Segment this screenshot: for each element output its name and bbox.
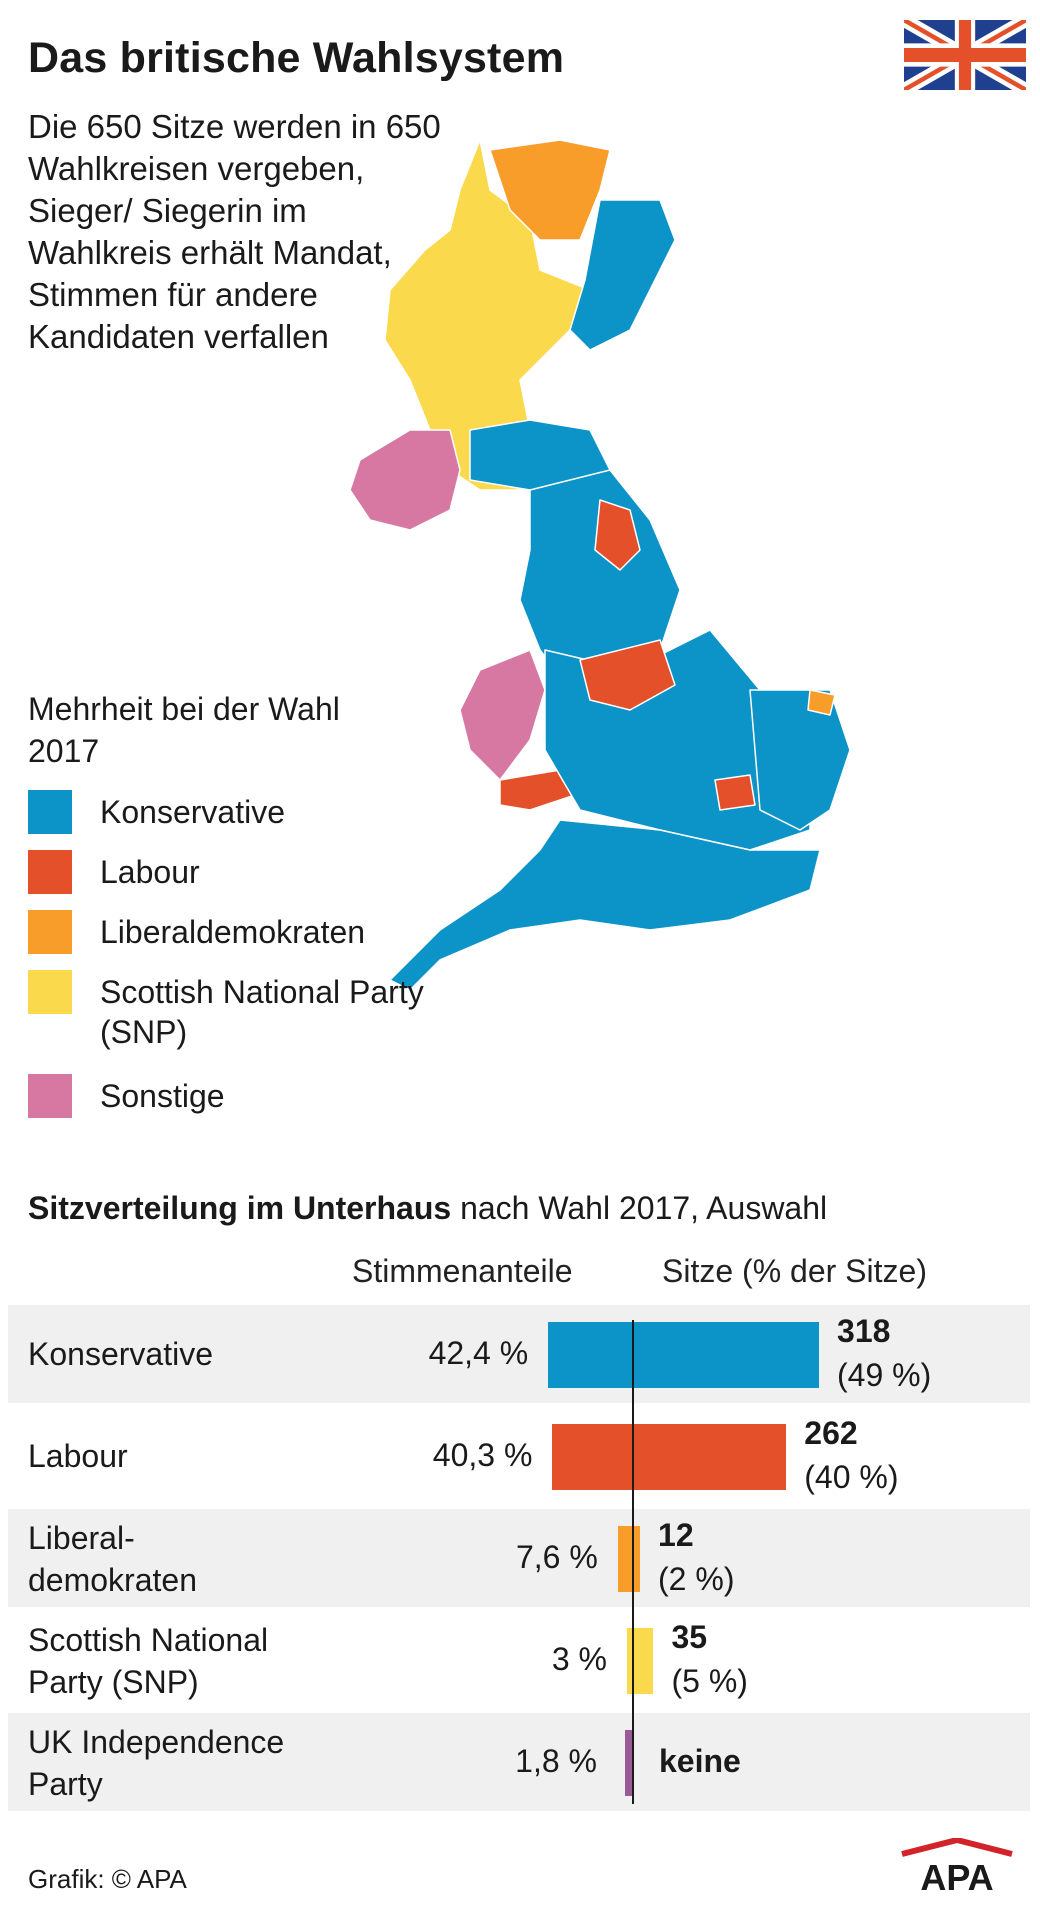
vote-share-label: 1,8 %	[515, 1743, 597, 1779]
seat-bar	[627, 1628, 654, 1694]
legend-item-snp: Scottish National Party (SNP)	[28, 970, 498, 1058]
seat-bar	[548, 1322, 820, 1388]
party-name: UK Independence Party	[28, 1724, 285, 1802]
chart-row: Konservative 42,4 % 318 (49 %)	[8, 1305, 1030, 1403]
map-region-scotland-ne	[569, 199, 676, 351]
seat-bar	[552, 1424, 787, 1490]
seat-count-label: 318 (49 %)	[837, 1309, 931, 1397]
credit: Grafik: © APA	[28, 1864, 187, 1894]
seat-bar	[625, 1730, 633, 1796]
map-region-midlands-labour	[579, 639, 676, 711]
map-region-highlands	[489, 139, 611, 241]
map-region-london	[714, 774, 756, 811]
vote-share-label: 40,3 %	[432, 1437, 533, 1473]
vote-share-label: 7,6 %	[515, 1539, 598, 1575]
legend-item-liberaldemokraten: Liberaldemokraten	[28, 910, 498, 960]
chart-subtitle-bold: Sitzverteilung im Unterhaus	[28, 1190, 452, 1226]
legend-label: Liberaldemokraten	[100, 914, 366, 950]
seat-count-label: 12 (2 %)	[658, 1513, 734, 1601]
map-region-wales	[459, 649, 546, 781]
legend-label: Sonstige	[100, 1078, 225, 1114]
legend-item-sonstige: Sonstige	[28, 1074, 498, 1124]
map-region-northern-ireland	[349, 429, 461, 531]
party-name: Labour	[28, 1438, 128, 1474]
seat-percent-label: (40 %)	[804, 1459, 899, 1495]
chart-row: UK Independence Party 1,8 % keine	[8, 1713, 1030, 1811]
map-region-norwich	[807, 689, 836, 716]
map-region-wales-south	[499, 769, 576, 811]
party-name: Konservative	[28, 1336, 213, 1372]
vote-share-label: 3 %	[551, 1641, 607, 1677]
column-header-seats: Sitze (% der Sitze)	[662, 1253, 927, 1289]
intro-text: Die 650 Sitze werden in 650 Wahlkreisen …	[28, 108, 441, 355]
union-jack-flag	[904, 20, 1026, 90]
party-name: Liberal-demokraten	[28, 1520, 197, 1598]
legend-swatch	[28, 1074, 72, 1118]
legend-title: Mehrheit bei der Wahl 2017	[28, 691, 340, 769]
legend-swatch	[28, 850, 72, 894]
legend-swatch	[28, 910, 72, 954]
seat-bar	[617, 1526, 641, 1592]
chart-row: Scottish National Party (SNP) 3 % 35 (5 %)	[8, 1611, 1030, 1709]
map-region-labour-ne	[594, 499, 641, 571]
legend-label: Labour	[100, 854, 200, 890]
seat-percent-label: (2 %)	[658, 1561, 735, 1597]
page-title: Das britische Wahlsystem	[28, 34, 565, 82]
svg-text:APA: APA	[920, 1857, 993, 1894]
seat-percent-label: (49 %)	[837, 1357, 932, 1393]
seat-distribution-chart: Konservative 42,4 % 318 (49 %) Labour 40,3 % 2…	[0, 1305, 1040, 1825]
chart-row: Labour 40,3 % 262 (40 %)	[8, 1407, 1030, 1505]
vote-share-label: 42,4 %	[428, 1335, 529, 1371]
map-region-east-anglia	[749, 689, 851, 831]
chart-subtitle: Sitzverteilung im Unterhaus nach Wahl 20…	[28, 1190, 827, 1227]
seat-count-label: 35 (5 %)	[671, 1615, 747, 1703]
seat-count-label: 262 (40 %)	[804, 1411, 898, 1499]
map-region-scotland-west	[384, 139, 591, 491]
legend-swatch	[28, 970, 72, 1014]
apa-logo: APA	[901, 1838, 1013, 1894]
legend-label: Scottish National Party (SNP)	[100, 974, 424, 1050]
legend-label: Konservative	[100, 794, 285, 830]
seat-percent-label: (5 %)	[671, 1663, 748, 1699]
map-region-south-england	[389, 819, 821, 991]
seat-count-label: keine	[659, 1743, 741, 1779]
chart-row: Liberal-demokraten 7,6 % 12 (2 %)	[8, 1509, 1030, 1607]
legend-item-labour: Labour	[28, 850, 498, 900]
chart-center-axis	[632, 1320, 634, 1804]
party-name: Scottish National Party (SNP)	[28, 1622, 269, 1700]
legend-swatch	[28, 790, 72, 834]
uk-constituency-map	[349, 139, 851, 991]
column-header-votes: Stimmenanteile	[352, 1253, 573, 1289]
chart-subtitle-rest: nach Wahl 2017, Auswahl	[460, 1190, 828, 1226]
legend-item-konservative: Konservative	[28, 790, 498, 840]
